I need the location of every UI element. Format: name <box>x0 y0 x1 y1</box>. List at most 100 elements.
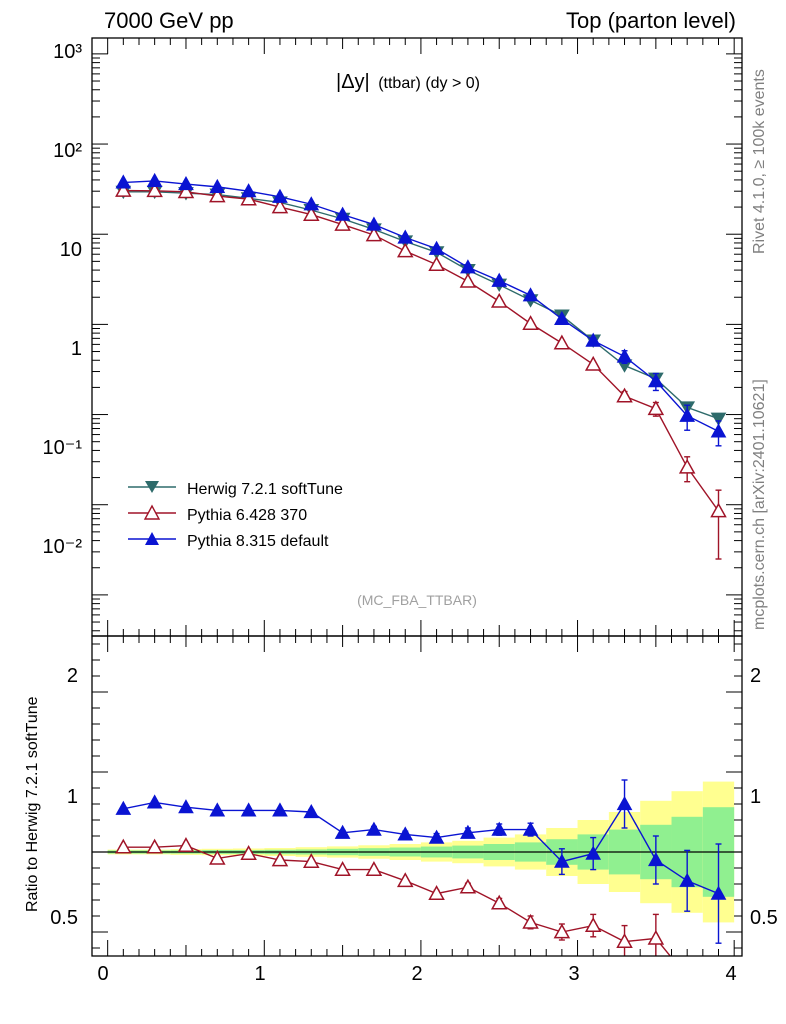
main-point-pythia8 <box>272 188 288 203</box>
main-point-pythia6 <box>177 183 195 199</box>
legend-marker-herwig <box>145 481 159 493</box>
plot-title-main: |Δy| <box>336 71 370 93</box>
legend-marker-pythia6 <box>143 504 161 520</box>
ratio-y-tick-label-right-0.5: 0.5 <box>750 907 778 929</box>
ratio-point-pythia8 <box>428 829 445 844</box>
analysis-label: (MC_FBA_TTBAR) <box>357 592 477 608</box>
x-tick-label-4: 4 <box>725 963 736 985</box>
ratio-point-pythia6 <box>428 885 445 900</box>
y-tick-label-10: 10 <box>60 239 82 261</box>
ratio-point-pythia8 <box>303 803 320 819</box>
ratio-point-pythia8 <box>616 795 633 811</box>
main-point-pythia6 <box>647 400 665 416</box>
main-point-pythia8 <box>397 229 414 244</box>
legend-entry-pythia8: Pythia 8.315 default <box>128 532 329 550</box>
main-plot-panel: 10³ 10² 10 1 10⁻¹ 10⁻² |Δy| (ttbar) (dy … <box>43 37 743 637</box>
ratio-plot-frame <box>91 635 743 957</box>
ratio-y-tick-label-1: 1 <box>67 786 78 808</box>
ratio-point-pythia6 <box>553 923 571 939</box>
plot-title: |Δy| (ttbar) (dy > 0) <box>336 71 480 93</box>
ratio-point-pythia8 <box>146 794 163 809</box>
y-tick-label-1: 1 <box>71 338 82 360</box>
main-point-pythia8 <box>648 373 664 388</box>
y-tick-label-0.1: 10⁻¹ <box>43 437 83 459</box>
ratio-point-pythia8 <box>334 824 351 839</box>
main-point-pythia6 <box>553 334 571 350</box>
ratio-series-layer <box>115 779 727 1002</box>
ratio-point-pythia8 <box>272 802 288 817</box>
header-energy-label: 7000 GeV pp <box>104 8 234 33</box>
ratio-series-pythia6 <box>115 837 726 1002</box>
ratio-point-pythia8 <box>397 826 414 841</box>
ratio-point-pythia8 <box>554 853 570 868</box>
main-point-pythia8 <box>303 196 320 211</box>
main-point-pythia8 <box>178 176 194 191</box>
main-point-pythia6 <box>584 355 602 371</box>
y-tick-label-0.01: 10⁻² <box>43 536 83 558</box>
main-point-pythia8 <box>146 172 163 188</box>
main-point-pythia6 <box>710 502 727 518</box>
ratio-point-pythia6 <box>680 970 694 983</box>
ratio-y-tick-label-2: 2 <box>67 665 78 687</box>
ratio-plot-panel: 2 1 0.5 2 1 0.5 Ratio to Herwig 7.2.1 so… <box>24 635 778 1002</box>
ratio-point-pythia8 <box>648 851 664 867</box>
ratio-point-pythia8 <box>679 872 696 887</box>
main-y-tick-labels: 10³ 10² 10 1 10⁻¹ 10⁻² <box>43 41 83 558</box>
main-line-herwig <box>123 191 719 420</box>
main-point-pythia8 <box>240 183 257 198</box>
ratio-point-pythia6 <box>365 861 383 876</box>
main-axis-ticks <box>92 38 742 636</box>
main-point-pythia6 <box>271 198 289 214</box>
ratio-point-pythia6 <box>396 872 414 888</box>
main-point-pythia8 <box>679 407 696 422</box>
ratio-point-pythia6 <box>209 849 226 865</box>
x-tick-label-0: 0 <box>97 963 108 985</box>
main-point-pythia8 <box>491 272 508 287</box>
main-point-pythia6 <box>490 292 508 308</box>
ratio-y-tick-label-right-2: 2 <box>750 665 761 687</box>
main-point-pythia8 <box>522 287 539 302</box>
main-point-pythia6 <box>365 226 383 242</box>
y-tick-label-100: 10² <box>53 140 82 162</box>
ratio-point-pythia6 <box>146 838 163 854</box>
ratio-point-pythia8 <box>585 845 602 860</box>
legend-label-pythia6: Pythia 6.428 370 <box>187 507 307 524</box>
ratio-point-pythia6 <box>303 853 320 868</box>
ratio-point-pythia8 <box>240 802 257 817</box>
legend-entry-pythia6: Pythia 6.428 370 <box>128 504 307 524</box>
ratio-series-pythia8 <box>115 779 727 944</box>
rivet-version-label: Rivet 4.1.0, ≥ 100k events <box>751 69 768 254</box>
ratio-point-pythia6 <box>115 838 132 854</box>
ratio-point-pythia6 <box>522 913 539 929</box>
main-point-pythia8 <box>428 240 445 255</box>
main-point-pythia8 <box>366 216 382 231</box>
ratio-y-tick-labels-right: 2 1 0.5 <box>750 665 778 929</box>
main-series-pythia8 <box>115 172 727 447</box>
main-point-pythia6 <box>115 182 132 197</box>
main-point-pythia8 <box>710 423 727 438</box>
ratio-point-pythia8 <box>115 800 132 815</box>
ratio-point-pythia6 <box>271 851 289 867</box>
main-point-pythia8 <box>585 332 602 347</box>
ratio-point-pythia6 <box>647 929 665 945</box>
ratio-point-pythia6 <box>584 917 602 932</box>
plot-title-sub: (ttbar) (dy > 0) <box>378 75 480 92</box>
ratio-point-pythia6 <box>490 894 508 910</box>
ratio-point-pythia8 <box>710 885 727 900</box>
x-tick-labels: 0 1 2 3 4 <box>97 963 736 985</box>
main-point-pythia6 <box>240 190 257 206</box>
legend-label-pythia8: Pythia 8.315 default <box>187 533 329 550</box>
ratio-uncertainty-bands <box>92 781 742 923</box>
main-point-pythia6 <box>616 387 633 403</box>
ratio-point-pythia6 <box>712 989 726 1002</box>
ratio-y-axis-label: Ratio to Herwig 7.2.1 softTune <box>24 696 41 912</box>
main-point-pythia6 <box>522 315 539 330</box>
main-point-pythia8 <box>334 206 351 221</box>
main-point-pythia6 <box>334 216 351 231</box>
legend: Herwig 7.2.1 softTune Pythia 6.428 370 P… <box>128 481 343 550</box>
y-tick-label-1000: 10³ <box>53 41 82 63</box>
main-point-pythia8 <box>209 178 226 193</box>
ratio-point-pythia6 <box>240 845 257 860</box>
x-tick-label-2: 2 <box>411 963 422 985</box>
